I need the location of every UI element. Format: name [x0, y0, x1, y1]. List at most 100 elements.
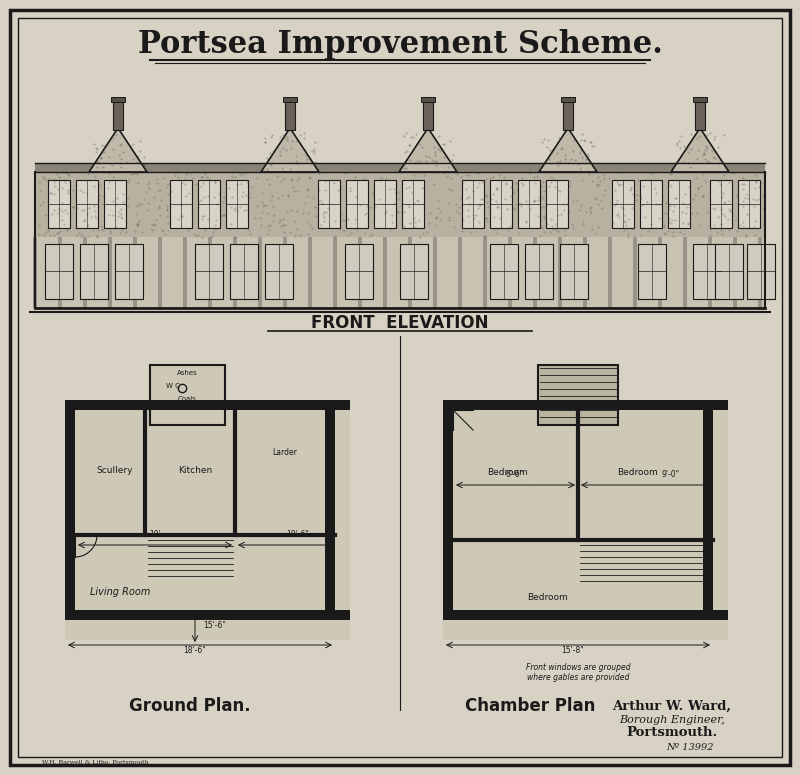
Bar — [83, 237, 87, 308]
Bar — [346, 180, 368, 228]
Bar — [433, 237, 437, 308]
Text: W.H. Barwell & Litho. Portsmouth: W.H. Barwell & Litho. Portsmouth — [42, 760, 148, 764]
Bar — [374, 180, 396, 228]
Bar — [80, 244, 108, 299]
Bar — [710, 180, 732, 228]
Bar — [560, 244, 588, 299]
Bar — [230, 244, 258, 299]
Bar — [402, 180, 424, 228]
Bar — [703, 400, 713, 610]
Text: Bedroom: Bedroom — [528, 593, 568, 602]
Bar — [115, 244, 143, 299]
Bar — [283, 237, 287, 308]
Bar — [76, 180, 98, 228]
Text: W C: W C — [166, 383, 180, 389]
Bar — [658, 237, 662, 308]
Bar — [408, 237, 412, 308]
Bar — [708, 237, 712, 308]
Bar — [443, 400, 728, 410]
Bar — [715, 244, 743, 299]
Text: Bedroom: Bedroom — [618, 468, 658, 477]
Bar — [198, 180, 220, 228]
Bar — [508, 237, 512, 308]
Bar — [443, 400, 453, 610]
Text: Larder: Larder — [273, 448, 298, 457]
Bar — [133, 237, 137, 308]
Bar — [308, 237, 312, 308]
Bar — [443, 400, 728, 640]
Text: Chamber Plan: Chamber Plan — [465, 697, 595, 715]
Bar — [400, 244, 428, 299]
Text: Portsmouth.: Portsmouth. — [626, 726, 718, 739]
Bar — [65, 400, 350, 410]
Text: Ground Plan.: Ground Plan. — [129, 697, 251, 715]
Bar — [318, 180, 340, 228]
Bar — [333, 237, 337, 308]
Bar — [35, 172, 765, 237]
Bar — [233, 237, 237, 308]
Text: Front windows are grouped
where gables are provided: Front windows are grouped where gables a… — [526, 663, 630, 683]
Bar — [747, 244, 775, 299]
Bar — [58, 237, 62, 308]
Bar — [462, 180, 484, 228]
Polygon shape — [261, 128, 319, 172]
Text: Portsea Improvement Scheme.: Portsea Improvement Scheme. — [138, 29, 662, 60]
Bar — [258, 237, 262, 308]
Bar — [638, 244, 666, 299]
Bar — [693, 244, 721, 299]
Text: Borough Engineer,: Borough Engineer, — [619, 715, 725, 725]
Bar — [758, 237, 762, 308]
Bar — [683, 237, 687, 308]
Bar — [283, 97, 297, 102]
Bar — [490, 180, 512, 228]
Text: 18'-6": 18'-6" — [184, 646, 206, 655]
Text: 15'-6": 15'-6" — [203, 621, 226, 630]
Text: Arthur W. Ward,: Arthur W. Ward, — [613, 700, 731, 712]
Polygon shape — [671, 128, 729, 172]
Polygon shape — [539, 128, 597, 172]
Bar — [48, 180, 70, 228]
Bar — [33, 237, 37, 308]
Bar — [558, 237, 562, 308]
Bar — [65, 400, 350, 640]
Text: Nº 13992: Nº 13992 — [666, 743, 714, 753]
Text: 15'-8": 15'-8" — [562, 646, 584, 655]
Text: Coals: Coals — [178, 396, 197, 402]
Bar — [183, 237, 187, 308]
Bar — [640, 180, 662, 228]
Bar — [170, 180, 192, 228]
Bar — [35, 237, 765, 308]
Bar — [30, 70, 770, 172]
Bar — [45, 244, 73, 299]
Bar — [285, 100, 295, 130]
Bar — [612, 180, 634, 228]
Bar — [325, 400, 335, 610]
Bar — [443, 610, 728, 620]
Bar — [104, 180, 126, 228]
Bar — [693, 97, 707, 102]
Bar — [458, 237, 462, 308]
Bar — [65, 610, 350, 620]
Polygon shape — [399, 128, 457, 172]
Bar — [111, 97, 125, 102]
Polygon shape — [89, 128, 147, 172]
Bar — [525, 244, 553, 299]
Bar — [563, 100, 573, 130]
Bar — [608, 237, 612, 308]
Bar — [518, 180, 540, 228]
Bar — [695, 100, 705, 130]
Text: Scullery: Scullery — [97, 466, 134, 475]
Bar — [208, 237, 212, 308]
Bar — [108, 237, 112, 308]
Text: Ashes: Ashes — [177, 370, 198, 376]
Bar — [195, 244, 223, 299]
Bar — [583, 237, 587, 308]
Bar — [158, 237, 162, 308]
Bar — [546, 180, 568, 228]
Bar — [65, 400, 75, 610]
Bar — [490, 244, 518, 299]
Text: FRONT  ELEVATION: FRONT ELEVATION — [311, 314, 489, 332]
Bar — [265, 244, 293, 299]
Bar — [483, 237, 487, 308]
Text: 6'-6": 6'-6" — [506, 470, 524, 479]
